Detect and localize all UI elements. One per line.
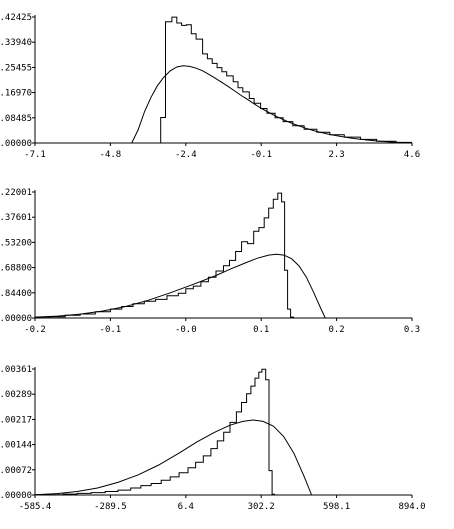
y-tick-label: 2.84400 xyxy=(0,289,32,299)
y-tick-label: 0.42425 xyxy=(0,13,32,23)
y-tick-label: 0.33940 xyxy=(0,38,32,48)
x-tick-label: 894.0 xyxy=(398,502,425,512)
y-tick-label: 0.00144 xyxy=(0,441,32,451)
x-tick-label: 4.6 xyxy=(404,150,420,160)
x-tick-label: 302.2 xyxy=(248,502,275,512)
x-tick-label: 0.2 xyxy=(328,325,344,335)
y-tick-label: 0.08485 xyxy=(0,114,32,124)
x-tick-label: -585.4 xyxy=(19,502,52,512)
y-tick-label: 5.68800 xyxy=(0,264,32,274)
x-tick-label: -0.0 xyxy=(175,325,197,335)
x-tick-label: -0.1 xyxy=(100,325,122,335)
x-tick-label: -7.1 xyxy=(24,150,46,160)
x-tick-label: -0.2 xyxy=(24,325,46,335)
y-tick-label: 0.00072 xyxy=(0,466,32,476)
x-tick-label: -2.4 xyxy=(175,150,197,160)
y-tick-label: 0.00217 xyxy=(0,415,32,425)
y-tick-label: 14.22001 xyxy=(0,188,32,198)
fit-curve xyxy=(34,253,326,319)
y-tick-label: 0.00000 xyxy=(0,491,32,501)
fit-curve xyxy=(34,419,313,496)
x-tick-label: 6.4 xyxy=(178,502,194,512)
x-tick-label: -0.1 xyxy=(250,150,272,160)
fit-curve xyxy=(131,65,413,144)
histogram-line xyxy=(34,368,276,496)
chart-panel-3: 0.00000 0.00072 0.00144 0.00217 0.00289 0.003… xyxy=(0,365,426,512)
x-tick-label: 598.1 xyxy=(323,502,350,512)
y-tick-label: 0.00289 xyxy=(0,390,32,400)
y-tick-label: 0.16970 xyxy=(0,89,32,99)
chart-panel-2: 0.00000 2.84400 5.68800 8.53200 11.37601 14.2… xyxy=(0,188,420,335)
x-tick-label: -4.8 xyxy=(100,150,122,160)
histogram-line xyxy=(34,192,295,319)
x-tick-label: 2.3 xyxy=(328,150,344,160)
y-tick-label: 11.37601 xyxy=(0,213,32,223)
x-tick-label: -289.5 xyxy=(94,502,127,512)
y-tick-label: 0.00000 xyxy=(0,314,32,324)
x-tick-label: 0.3 xyxy=(404,325,420,335)
y-tick-label: 8.53200 xyxy=(0,238,32,248)
y-tick-label: 0.25455 xyxy=(0,63,32,73)
y-tick-label: 0.00000 xyxy=(0,139,32,149)
chart-panel-1: 0.00000 0.08485 0.16970 0.25455 0.33940 0.424… xyxy=(0,13,420,160)
x-tick-label: 0.1 xyxy=(253,325,269,335)
histogram-line xyxy=(160,16,412,143)
y-tick-label: 0.00361 xyxy=(0,365,32,375)
